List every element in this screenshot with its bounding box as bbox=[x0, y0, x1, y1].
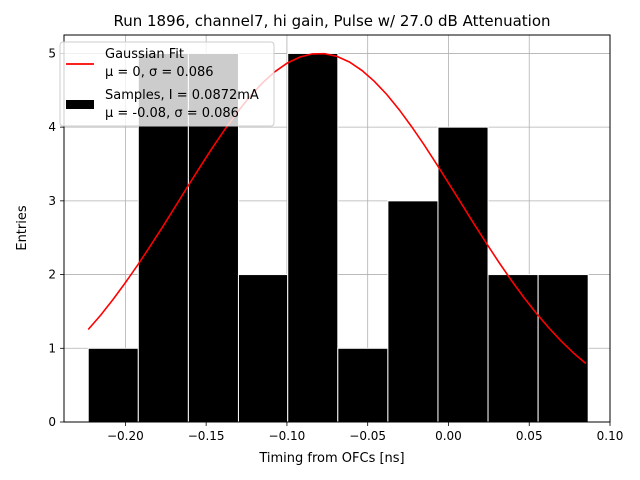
y-tick-label: 2 bbox=[48, 268, 56, 282]
y-tick-label: 3 bbox=[48, 194, 56, 208]
legend-fit-stats: μ = 0, σ = 0.086 bbox=[105, 65, 214, 80]
legend-fit-label: Gaussian Fit bbox=[105, 47, 184, 62]
x-tick-label: −0.05 bbox=[349, 429, 386, 443]
histogram-bar bbox=[487, 274, 539, 423]
histogram-bar bbox=[437, 126, 489, 423]
histogram-bar bbox=[337, 347, 389, 423]
axes-frame bbox=[63, 34, 611, 423]
histogram-bars bbox=[87, 52, 589, 423]
gaussian-fit bbox=[87, 52, 587, 365]
x-tick-label: 0.10 bbox=[597, 429, 624, 443]
histogram-bar bbox=[287, 52, 339, 423]
x-tick-label: −0.10 bbox=[269, 429, 306, 443]
histogram-bar bbox=[87, 347, 139, 423]
x-tick-label: −0.15 bbox=[188, 429, 225, 443]
legend-samples-swatch bbox=[66, 100, 94, 109]
histogram-bar bbox=[237, 274, 289, 423]
y-tick-label: 4 bbox=[48, 120, 56, 134]
y-tick-label: 0 bbox=[48, 415, 56, 429]
x-axis-ticks: −0.20 −0.15 −0.10 −0.05 0.00 0.05 0.10 bbox=[107, 422, 623, 443]
histogram-bar bbox=[537, 274, 589, 423]
chart-title: Run 1896, channel7, hi gain, Pulse w/ 27… bbox=[113, 12, 550, 30]
x-tick-label: 0.00 bbox=[435, 429, 462, 443]
histogram-bar bbox=[387, 200, 439, 423]
legend: Gaussian Fit μ = 0, σ = 0.086 Samples, I… bbox=[59, 41, 275, 127]
y-tick-label: 1 bbox=[48, 341, 56, 355]
x-axis-label: Timing from OFCs [ns] bbox=[258, 451, 404, 466]
x-tick-label: −0.20 bbox=[107, 429, 144, 443]
x-tick-label: 0.05 bbox=[516, 429, 543, 443]
legend-samples-stats: μ = -0.08, σ = 0.086 bbox=[105, 106, 239, 121]
gaussian-fit-line bbox=[87, 52, 587, 365]
legend-samples-label: Samples, I = 0.0872mA bbox=[105, 88, 259, 103]
y-tick-label: 5 bbox=[48, 46, 56, 60]
y-axis-label: Entries bbox=[15, 205, 30, 251]
legend-box bbox=[59, 41, 275, 127]
